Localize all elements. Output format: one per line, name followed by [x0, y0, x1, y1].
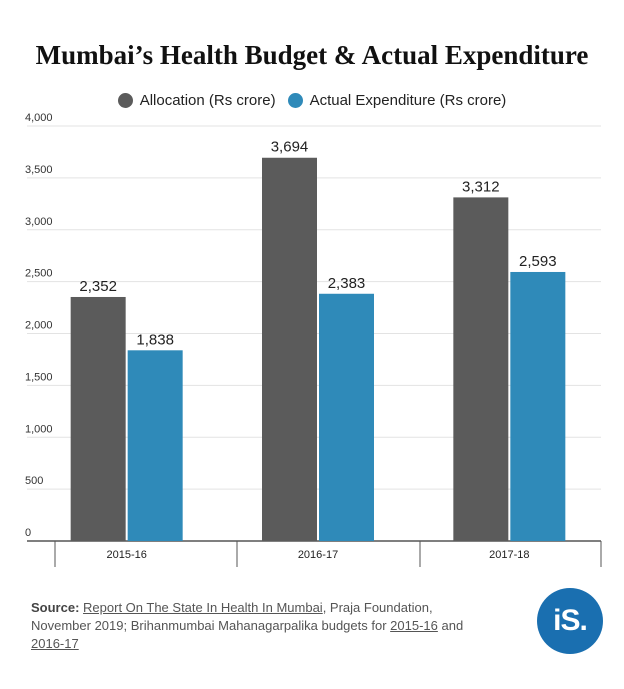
- legend-swatch-allocation: [117, 93, 133, 108]
- source-link-2015-16[interactable]: 2015-16: [390, 618, 438, 633]
- bar: [453, 197, 509, 541]
- bar: [262, 157, 317, 541]
- data-label: 3,312: [462, 178, 500, 195]
- bar: [127, 350, 183, 541]
- chart-legend: Allocation (Rs crore) Actual Expenditure…: [0, 92, 624, 109]
- source-link-2016-17[interactable]: 2016-17: [31, 636, 79, 651]
- bar-chart: 0 500 1,000 1,500 2,000 2,500 3,000 3,500 4,000 2…: [25, 112, 602, 567]
- bar: [319, 293, 374, 541]
- y-tick-label: 2,000: [25, 320, 53, 332]
- y-tick-label: 500: [25, 475, 43, 487]
- x-tick-label: 2015-16: [106, 549, 146, 561]
- y-tick-label: 0: [25, 527, 31, 539]
- x-tick-label: 2017-18: [489, 549, 529, 561]
- indiaspend-logo: iS.: [537, 588, 603, 654]
- bar: [70, 296, 126, 541]
- chart-title: Mumbai’s Health Budget & Actual Expendit…: [35, 40, 589, 70]
- data-label: 2,593: [519, 253, 557, 270]
- y-tick-label: 1,500: [25, 371, 53, 383]
- y-tick-label: 3,500: [25, 164, 53, 176]
- source-text-1: , Praja Foundation, November 2019; Briha…: [31, 600, 433, 633]
- source-note: Source: Report On The State In Health In…: [31, 599, 491, 653]
- source-label: Source:: [31, 600, 80, 615]
- y-tick-label: 2,500: [25, 268, 53, 280]
- legend-swatch-expenditure: [287, 93, 303, 108]
- x-tick-label: 2016-17: [298, 549, 338, 561]
- data-label: 2,383: [328, 275, 366, 292]
- logo-text: iS.: [553, 604, 588, 637]
- y-tick-label: 1,000: [25, 423, 53, 435]
- legend-item-allocation: Allocation (Rs crore): [117, 92, 276, 109]
- y-tick-label: 4,000: [25, 112, 53, 124]
- source-text-2: and: [437, 618, 464, 633]
- data-label: 1,838: [136, 331, 174, 348]
- bar: [510, 271, 566, 541]
- legend-label-allocation: Allocation (Rs crore): [139, 92, 276, 109]
- legend-item-expenditure: Actual Expenditure (Rs crore): [287, 92, 507, 109]
- data-label: 3,694: [271, 139, 309, 156]
- source-link-report[interactable]: Report On The State In Health In Mumbai: [83, 600, 323, 615]
- legend-label-expenditure: Actual Expenditure (Rs crore): [309, 92, 507, 109]
- data-label: 2,352: [79, 278, 117, 295]
- y-tick-label: 3,000: [25, 216, 53, 228]
